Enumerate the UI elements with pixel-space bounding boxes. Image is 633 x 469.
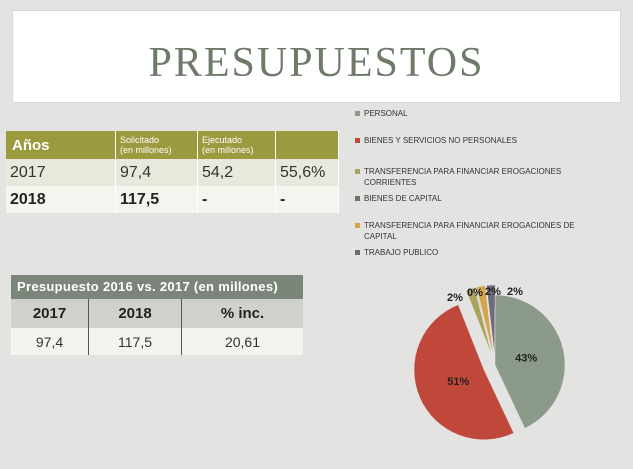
legend-item: BIENES DE CAPITAL: [355, 193, 604, 204]
legend-label: TRANSFERENCIA PARA FINANCIAR EROGACIONES…: [364, 221, 575, 241]
comparison-table: 2017 2018 % inc. 97,4 117,5 20,61: [11, 299, 303, 355]
value-percent-inc: 20,61: [181, 328, 303, 355]
pie-slice: [465, 287, 493, 356]
pie-slices: [413, 284, 566, 440]
pie-data-label: 2%: [447, 292, 463, 304]
header-2017: 2017: [11, 299, 89, 328]
pie-labels: 43%51%2% 0% 2% 2%: [447, 286, 537, 388]
pie-data-label: 0%: [467, 287, 483, 299]
value-2018: 117,5: [88, 328, 182, 355]
legend-swatch: [355, 196, 360, 201]
pie-slice: [413, 304, 515, 440]
value-2017: 97,4: [11, 328, 89, 355]
legend-item: TRANSFERENCIA PARA FINANCIAR EROGACIONES…: [355, 220, 604, 242]
header-anos: Años: [6, 131, 116, 159]
header-ejecutado-line1: Ejecutado: [202, 135, 243, 145]
cell-year: 2017: [6, 159, 116, 186]
pie-data-label: 43%: [515, 353, 537, 365]
table-row: 2018 117,5 - -: [6, 186, 339, 213]
pie-data-label: 2%: [507, 286, 523, 298]
pie-chart: 43%51%2% 0% 2% 2%: [413, 284, 566, 440]
pie-slice: [476, 285, 494, 356]
cell-ejecutado: 54,2: [197, 159, 276, 186]
page-title: PRESUPUESTOS: [148, 40, 485, 86]
table-row: 97,4 117,5 20,61: [11, 328, 303, 355]
cell-percent: -: [275, 186, 339, 213]
cell-ejecutado: -: [197, 186, 276, 213]
legend-swatch: [355, 250, 360, 255]
pie-data-label: 51%: [447, 376, 469, 388]
legend-swatch: [355, 111, 360, 116]
pie-slice: [486, 284, 496, 356]
comparison-table-header: 2017 2018 % inc.: [11, 299, 303, 328]
legend-label: TRABAJO PUBLICO: [364, 248, 439, 257]
pie-data-label: 2%: [485, 286, 501, 298]
budget-table-header: Años Solicitado (en millones) Ejecutado …: [6, 131, 339, 159]
legend-item: TRABAJO PUBLICO: [355, 247, 604, 258]
header-ejecutado: Ejecutado (en millones): [197, 131, 276, 159]
header-ejecutado-line2: (en millones): [202, 145, 254, 155]
legend-label: BIENES DE CAPITAL: [364, 194, 442, 203]
legend-swatch: [355, 138, 360, 143]
cell-solicitado: 117,5: [115, 186, 198, 213]
legend-item: BIENES Y SERVICIOS NO PERSONALES: [355, 135, 604, 146]
pie-slice: [494, 294, 566, 429]
header-empty: [275, 131, 339, 159]
header-solicitado: Solicitado (en millones): [115, 131, 198, 159]
legend-swatch: [355, 223, 360, 228]
table-row: 2017 97,4 54,2 55,6%: [6, 159, 339, 186]
header-solicitado-line2: (en millones): [120, 145, 172, 155]
cell-percent: 55,6%: [275, 159, 339, 186]
legend-label: TRANSFERENCIA PARA FINANCIAR EROGACIONES…: [364, 167, 562, 187]
comparison-table-title: Presupuesto 2016 vs. 2017 (en millones): [11, 275, 303, 299]
header-percent-inc: % inc.: [181, 299, 303, 328]
header-solicitado-line1: Solicitado: [120, 135, 160, 145]
legend-item: PERSONAL: [355, 108, 604, 119]
cell-solicitado: 97,4: [115, 159, 198, 186]
legend-swatch: [355, 169, 360, 174]
budget-table: Años Solicitado (en millones) Ejecutado …: [6, 131, 339, 213]
legend-label: BIENES Y SERVICIOS NO PERSONALES: [364, 136, 517, 145]
header-2018: 2018: [88, 299, 182, 328]
legend-item: TRANSFERENCIA PARA FINANCIAR EROGACIONES…: [355, 166, 604, 188]
pie-slice: [474, 287, 493, 356]
legend-label: PERSONAL: [364, 109, 408, 118]
title-box: PRESUPUESTOS: [12, 10, 621, 103]
cell-year: 2018: [6, 186, 116, 213]
